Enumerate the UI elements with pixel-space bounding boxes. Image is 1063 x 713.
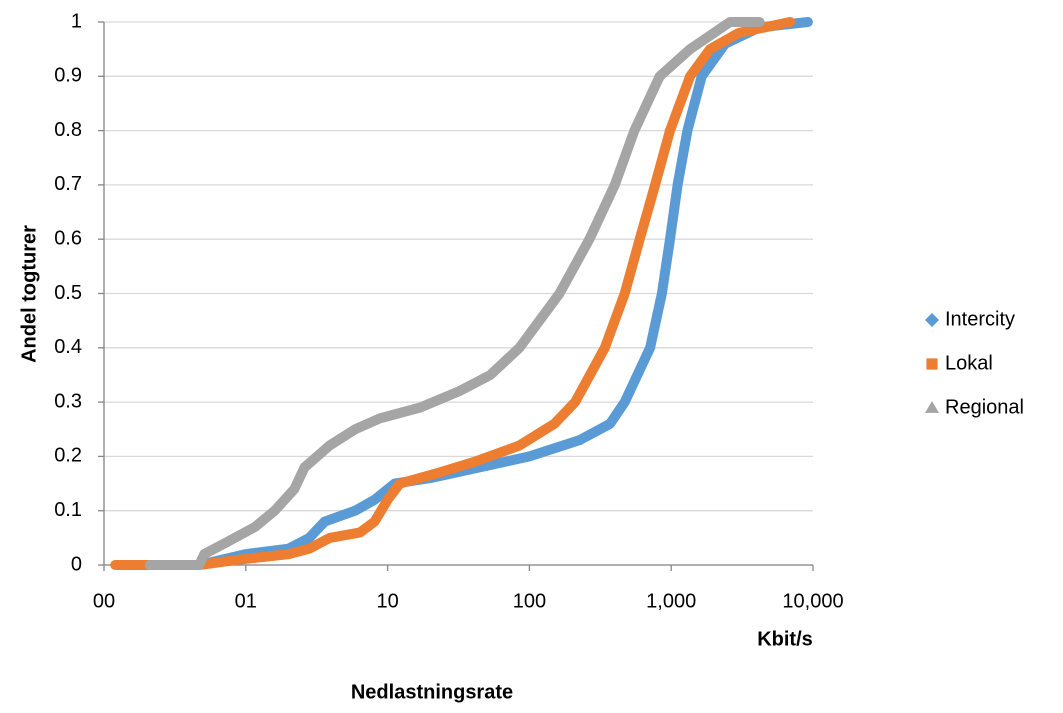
y-tick-label: 0.5 — [54, 282, 82, 304]
legend-marker — [925, 401, 939, 413]
y-axis-label: Andel togturer — [18, 225, 40, 363]
x-tick-label: 01 — [235, 590, 257, 612]
legend-marker — [926, 358, 938, 370]
legend-label: Regional — [945, 396, 1024, 418]
y-tick-label: 0.9 — [54, 65, 82, 87]
y-tick-label: 0 — [71, 553, 82, 575]
y-tick-label: 0.2 — [54, 445, 82, 467]
legend-marker — [925, 313, 939, 327]
y-tick-label: 0.3 — [54, 390, 82, 412]
x-tick-label: 1,000 — [646, 590, 696, 612]
x-axis-label: Kbit/s — [757, 628, 813, 650]
y-tick-label: 0.7 — [54, 173, 82, 195]
legend-label: Intercity — [945, 308, 1015, 330]
x-tick-label: 100 — [513, 590, 546, 612]
y-tick-label: 0.4 — [54, 336, 82, 358]
x-tick-label: 10 — [376, 590, 398, 612]
x-tick-label: 00 — [93, 590, 115, 612]
y-tick-label: 0.8 — [54, 119, 82, 141]
y-tick-label: 1 — [71, 10, 82, 32]
series-line — [144, 17, 765, 570]
series-line — [110, 17, 796, 570]
series-line — [124, 17, 813, 570]
legend-label: Lokal — [945, 352, 993, 374]
y-tick-label: 0.1 — [54, 499, 82, 521]
y-tick-label: 0.6 — [54, 227, 82, 249]
x-tick-label: 10,000 — [782, 590, 843, 612]
caption: Nedlastningsrate — [351, 681, 513, 703]
